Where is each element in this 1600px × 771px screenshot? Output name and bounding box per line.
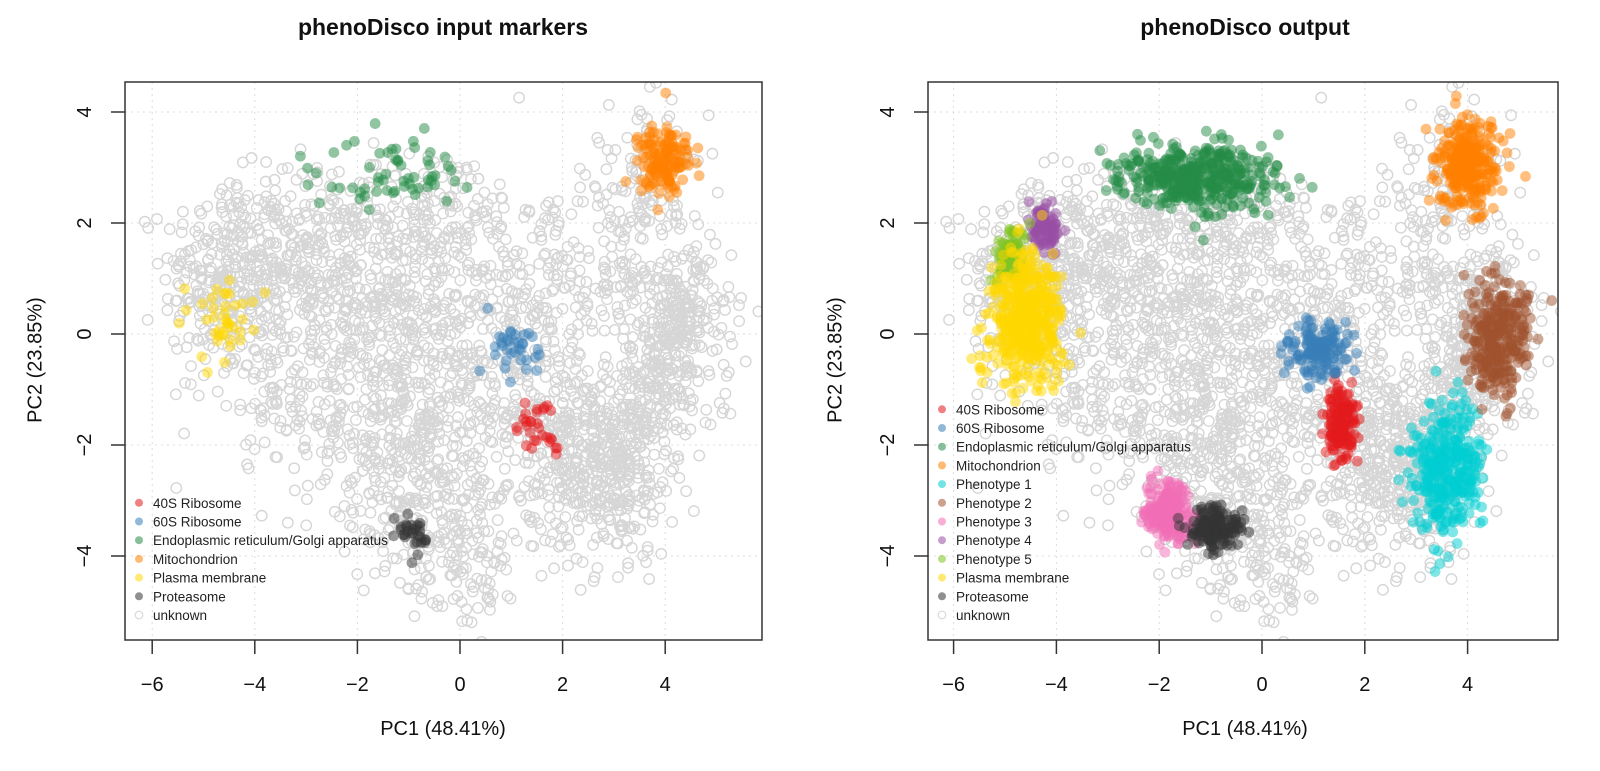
legend-marker-icon bbox=[938, 517, 946, 526]
x-tick-label: 4 bbox=[1462, 674, 1473, 696]
legend-marker-icon bbox=[135, 498, 143, 507]
legend-marker-icon bbox=[938, 480, 946, 489]
series-phenotype-3 bbox=[1136, 465, 1208, 558]
series-proteasome bbox=[388, 508, 432, 569]
series-endoplasmic-reticulum-golgi-apparatus bbox=[294, 118, 473, 216]
plot-frame bbox=[124, 81, 763, 641]
legend-marker-icon bbox=[938, 442, 946, 451]
legend-marker-icon bbox=[938, 461, 946, 470]
legend-label: 60S Ribosome bbox=[153, 515, 242, 530]
y-tick-label: 2 bbox=[74, 217, 96, 228]
series-60s-ribosome bbox=[1275, 312, 1362, 394]
y-axis: −4 −2 0 2 4 bbox=[74, 106, 125, 567]
x-tick-label: −6 bbox=[141, 674, 164, 696]
legend-marker-icon bbox=[937, 610, 947, 620]
legend-label: 40S Ribosome bbox=[153, 496, 242, 511]
legend-label: 60S Ribosome bbox=[956, 421, 1045, 436]
x-tick-label: −4 bbox=[1045, 674, 1068, 696]
legend-marker-icon bbox=[938, 573, 946, 582]
x-tick-label: 2 bbox=[557, 674, 568, 696]
x-axis-label: PC1 (48.41%) bbox=[1182, 718, 1308, 740]
series-40s-ribosome bbox=[511, 397, 563, 460]
legend: 40S Ribosome 60S Ribosome Endoplasmic reti… bbox=[134, 496, 388, 623]
legend-marker-icon bbox=[135, 536, 143, 545]
y-axis-label: PC2 (23.85%) bbox=[24, 297, 47, 423]
x-tick-label: 0 bbox=[1256, 674, 1267, 696]
legend-marker-icon bbox=[134, 610, 144, 620]
legend-marker-icon bbox=[135, 517, 143, 526]
y-tick-label: 4 bbox=[74, 106, 96, 117]
legend-label: unknown bbox=[956, 608, 1010, 623]
x-tick-label: −6 bbox=[942, 674, 965, 696]
series-proteasome bbox=[1172, 499, 1255, 561]
legend-label: Phenotype 3 bbox=[956, 515, 1032, 530]
series-mitochondrion bbox=[1420, 90, 1531, 226]
legend-label: Phenotype 2 bbox=[956, 496, 1032, 511]
scatter-plot-output: −6 −4 −2 0 2 4 −4 −2 0 2 4 40S Ribosome 60S Ribosome… bbox=[877, 81, 1559, 696]
legend-marker-icon bbox=[135, 554, 143, 563]
x-tick-label: −2 bbox=[1148, 674, 1171, 696]
legend-label: Phenotype 4 bbox=[956, 533, 1032, 548]
plot-title: phenoDisco output bbox=[1140, 14, 1350, 40]
series-60s-ribosome bbox=[474, 302, 545, 388]
legend-label: Plasma membrane bbox=[153, 571, 266, 586]
plot-title: phenoDisco input markers bbox=[297, 14, 589, 40]
series-mitochondrion bbox=[620, 87, 705, 216]
legend-label: 40S Ribosome bbox=[956, 402, 1045, 417]
y-tick-label: −2 bbox=[877, 434, 899, 457]
y-axis-label: PC2 (23.85%) bbox=[824, 297, 847, 423]
series-phenotype-1 bbox=[1393, 365, 1493, 577]
legend-label: Phenotype 1 bbox=[956, 477, 1032, 492]
legend-marker-icon bbox=[938, 424, 946, 432]
y-axis: −4 −2 0 2 4 bbox=[877, 106, 928, 567]
legend-label: Proteasome bbox=[956, 589, 1029, 604]
legend-label: Endoplasmic reticulum/Golgi apparatus bbox=[956, 440, 1191, 455]
x-tick-label: 2 bbox=[1359, 674, 1370, 696]
y-tick-label: 0 bbox=[877, 328, 899, 339]
legend-marker-icon bbox=[938, 592, 946, 601]
legend-label: Mitochondrion bbox=[153, 552, 238, 567]
x-tick-label: −4 bbox=[243, 674, 266, 696]
x-tick-label: −2 bbox=[346, 674, 369, 696]
series-plasma-membrane bbox=[173, 274, 271, 378]
y-tick-label: 0 bbox=[74, 328, 96, 339]
y-tick-label: −2 bbox=[74, 434, 96, 457]
legend-marker-icon bbox=[938, 498, 946, 507]
series-plasma-membrane bbox=[966, 209, 1087, 408]
legend-label: unknown bbox=[153, 608, 207, 623]
plot-panel-output: phenoDisco output −6 −4 −2 0 2 4 −4 −2 0 2 4 40S Ri… bbox=[800, 0, 1600, 771]
series-endoplasmic-reticulum-golgi-apparatus bbox=[1094, 125, 1318, 246]
x-axis-label: PC1 (48.41%) bbox=[380, 718, 506, 740]
y-tick-label: −4 bbox=[877, 545, 899, 568]
y-tick-label: 4 bbox=[877, 106, 899, 117]
x-axis: −6 −4 −2 0 2 4 bbox=[942, 640, 1473, 696]
legend-marker-icon bbox=[135, 592, 143, 601]
legend-marker-icon bbox=[135, 573, 143, 582]
legend: 40S Ribosome 60S Ribosome Endoplasmic reti… bbox=[937, 402, 1191, 623]
legend-label: Plasma membrane bbox=[956, 571, 1069, 586]
x-tick-label: 4 bbox=[660, 674, 671, 696]
series-40s-ribosome bbox=[1317, 367, 1365, 472]
series-phenotype-2 bbox=[1458, 261, 1558, 422]
plot-frame bbox=[927, 81, 1559, 641]
x-axis: −6 −4 −2 0 2 4 bbox=[141, 640, 671, 696]
legend-label: Endoplasmic reticulum/Golgi apparatus bbox=[153, 533, 388, 548]
legend-marker-icon bbox=[938, 405, 946, 414]
legend-label: Mitochondrion bbox=[956, 458, 1041, 473]
legend-marker-icon bbox=[938, 536, 946, 545]
y-tick-label: −4 bbox=[74, 545, 96, 568]
scatter-plot-input-markers: −6 −4 −2 0 2 4 −4 −2 0 2 4 40S Ribosome 60S Ribosome… bbox=[74, 81, 763, 696]
x-tick-label: 0 bbox=[454, 674, 465, 696]
legend-label: Phenotype 5 bbox=[956, 552, 1032, 567]
legend-label: Proteasome bbox=[153, 589, 226, 604]
plot-panel-input-markers: phenoDisco input markers −6 −4 −2 0 2 4 −4 −2 0 2… bbox=[24, 14, 763, 740]
y-tick-label: 2 bbox=[877, 217, 899, 228]
legend-marker-icon bbox=[938, 554, 946, 563]
